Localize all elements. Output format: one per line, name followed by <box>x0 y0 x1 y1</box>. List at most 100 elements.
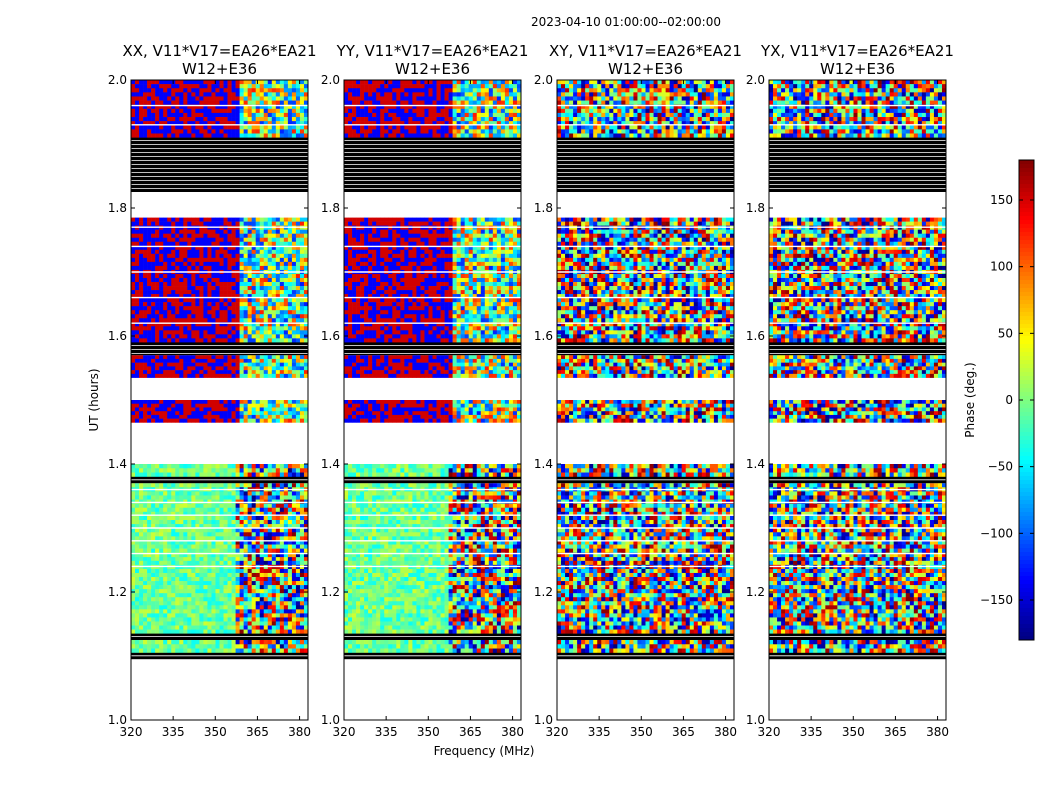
phase-cell <box>235 302 240 307</box>
phase-cell <box>227 403 232 408</box>
phase-cell <box>151 362 156 367</box>
phase-cell <box>432 556 437 562</box>
phase-cell <box>408 560 413 566</box>
phase-cell <box>235 334 240 339</box>
phase-cell <box>227 322 232 327</box>
phase-cell <box>231 629 236 634</box>
phase-cell <box>500 572 506 578</box>
phase-cell <box>175 237 180 243</box>
phase-cell <box>147 117 152 122</box>
phase-cell <box>295 253 301 259</box>
phase-cell <box>412 585 417 590</box>
phase-cell <box>207 520 212 525</box>
phase-cell <box>267 464 273 469</box>
phase-cell <box>247 373 252 378</box>
phase-cell <box>187 414 192 419</box>
phase-cell <box>275 601 281 606</box>
phase-cell <box>211 589 216 594</box>
phase-cell <box>191 355 196 360</box>
phase-cell <box>239 261 244 267</box>
phase-cell <box>291 133 297 138</box>
phase-cell <box>139 310 144 315</box>
phase-cell <box>287 273 293 279</box>
phase-cell <box>259 314 265 319</box>
phase-cell <box>159 298 164 303</box>
phase-cell <box>271 330 277 335</box>
phase-cell <box>223 129 228 134</box>
phase-cell <box>199 265 204 271</box>
phase-cell <box>167 515 172 521</box>
phase-cell <box>175 318 180 323</box>
phase-cell <box>167 540 172 545</box>
phase-cell <box>219 314 224 319</box>
phase-cell <box>424 648 429 654</box>
phase-cell <box>179 355 184 360</box>
phase-cell <box>203 294 208 299</box>
phase-cell <box>227 229 232 235</box>
phase-cell <box>143 290 148 295</box>
phase-cell <box>219 483 224 488</box>
phase-cell <box>303 585 309 590</box>
phase-cell <box>492 640 498 645</box>
phase-cell <box>183 334 188 339</box>
phase-cell <box>263 548 269 554</box>
phase-cell <box>291 100 297 105</box>
phase-cell <box>215 556 220 562</box>
phase-cell <box>275 318 281 323</box>
phase-cell <box>263 221 269 226</box>
phase-cell <box>239 330 244 335</box>
phase-cell <box>227 273 232 279</box>
phase-cell <box>291 294 297 299</box>
phase-cell <box>299 560 305 566</box>
phase-cell <box>139 108 144 114</box>
phase-cell <box>283 644 289 649</box>
phase-cell <box>275 117 281 122</box>
phase-cell <box>147 277 152 283</box>
phase-cell <box>135 362 140 367</box>
phase-cell <box>147 548 152 554</box>
phase-cell <box>239 302 244 307</box>
phase-cell <box>456 581 461 586</box>
phase-cell <box>147 100 152 105</box>
phase-cell <box>171 355 176 360</box>
phase-cell <box>215 528 220 533</box>
phase-cell <box>283 483 289 488</box>
phase-cell <box>239 245 244 251</box>
phase-cell <box>275 277 281 283</box>
phase-cell <box>155 338 160 343</box>
phase-cell <box>139 96 144 101</box>
phase-cell <box>151 249 156 255</box>
phase-cell <box>392 648 397 654</box>
phase-cell <box>271 572 277 578</box>
phase-cell <box>247 589 252 594</box>
phase-cell <box>287 552 293 558</box>
phase-cell <box>219 358 224 363</box>
phase-cell <box>203 249 208 255</box>
phase-cell <box>187 648 192 654</box>
phase-cell <box>344 640 349 645</box>
phase-cell <box>135 217 140 222</box>
phase-cell <box>295 548 301 554</box>
phase-cell <box>263 640 269 645</box>
phase-cell <box>151 560 156 566</box>
phase-cell <box>227 472 232 478</box>
phase-cell <box>131 366 136 371</box>
phase-cell <box>243 125 248 130</box>
phase-cell <box>299 217 305 222</box>
phase-cell <box>151 80 156 85</box>
phase-cell <box>171 511 176 517</box>
phase-cell <box>171 358 176 363</box>
phase-cell <box>279 125 285 130</box>
phase-cell <box>279 468 285 473</box>
phase-cell <box>179 548 184 554</box>
phase-cell <box>251 648 256 654</box>
phase-cell <box>199 585 204 590</box>
phase-cell <box>227 80 232 85</box>
phase-cell <box>480 585 486 590</box>
phase-cell <box>187 568 192 574</box>
phase-cell <box>155 108 160 114</box>
phase-cell <box>139 257 144 263</box>
phase-cell <box>287 257 293 263</box>
phase-cell <box>279 221 285 226</box>
phase-cell <box>171 318 176 323</box>
